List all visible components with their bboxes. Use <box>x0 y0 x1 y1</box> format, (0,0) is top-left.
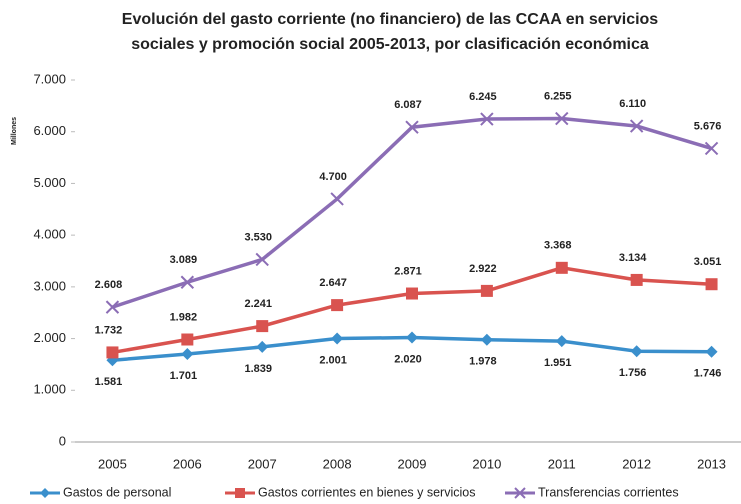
data-label: 1.978 <box>469 356 497 368</box>
data-point <box>630 345 643 358</box>
data-point <box>331 299 344 312</box>
data-point <box>406 331 418 344</box>
data-label: 6.255 <box>544 90 572 102</box>
data-label: 2.647 <box>319 277 347 289</box>
data-point <box>555 261 568 274</box>
y-axis-label: Millones <box>11 117 18 145</box>
data-label: 1.581 <box>95 376 123 388</box>
data-label: 2.871 <box>394 265 422 277</box>
data-point <box>555 335 568 348</box>
data-label: 3.089 <box>170 254 198 266</box>
data-point <box>555 111 569 126</box>
x-tick-label: 2011 <box>548 456 576 471</box>
data-label: 6.245 <box>469 91 497 103</box>
data-label: 2.241 <box>244 298 272 310</box>
data-point <box>330 192 344 206</box>
data-label: 4.700 <box>319 171 347 183</box>
data-label: 6.110 <box>619 98 646 110</box>
data-label: 6.087 <box>394 99 422 111</box>
data-point <box>405 120 419 134</box>
data-label: 1.732 <box>95 324 123 336</box>
data-label: 1.951 <box>544 357 572 369</box>
y-tick-label: 6.000 <box>33 123 66 138</box>
data-label: 1.701 <box>170 370 198 382</box>
x-tick-label: 2013 <box>697 456 726 471</box>
data-point <box>705 345 718 358</box>
data-label: 1.756 <box>619 367 647 379</box>
data-point <box>705 278 718 291</box>
x-tick-label: 2006 <box>173 456 202 471</box>
data-label: 1.839 <box>244 363 272 375</box>
y-tick-label: 1.000 <box>33 382 66 397</box>
data-label: 2.922 <box>469 263 497 275</box>
data-label: 5.676 <box>694 120 722 132</box>
legend-label: Gastos de personal <box>63 485 171 499</box>
x-tick-label: 2009 <box>398 456 427 471</box>
x-tick-label: 2012 <box>622 456 651 471</box>
data-label: 3.530 <box>244 231 272 243</box>
y-tick-label: 3.000 <box>33 278 66 293</box>
legend-marker <box>514 487 526 499</box>
data-label: 3.368 <box>544 240 572 252</box>
chart-title: sociales y promoción social 2005-2013, p… <box>131 36 649 53</box>
data-point <box>406 287 418 300</box>
x-tick-label: 2007 <box>248 456 277 471</box>
data-label: 2.608 <box>95 279 123 291</box>
y-tick-label: 2.000 <box>33 330 66 345</box>
y-tick-label: 7.000 <box>33 71 66 86</box>
legend-marker <box>40 488 50 498</box>
data-point <box>629 119 644 133</box>
y-tick-label: 5.000 <box>33 175 66 190</box>
data-label: 3.134 <box>619 252 647 264</box>
legend-label: Transferencias corrientes <box>538 485 679 499</box>
data-point <box>630 273 643 286</box>
x-tick-label: 2005 <box>98 456 127 471</box>
y-tick-label: 4.000 <box>33 227 66 242</box>
data-point <box>704 141 719 156</box>
data-point <box>331 332 344 345</box>
data-label: 3.051 <box>694 256 722 268</box>
data-label: 1.982 <box>170 311 198 323</box>
x-tick-label: 2008 <box>323 456 352 471</box>
data-point <box>255 252 269 267</box>
data-point <box>181 348 194 361</box>
legend-marker <box>235 488 245 498</box>
data-label: 2.001 <box>319 354 347 366</box>
data-point <box>180 275 195 289</box>
chart-title: Evolución del gasto corriente (no financ… <box>122 11 659 28</box>
data-point <box>106 346 119 359</box>
data-point <box>480 333 493 346</box>
data-point <box>256 340 269 353</box>
data-point <box>256 320 269 333</box>
data-point <box>480 284 493 297</box>
data-point <box>480 112 494 126</box>
data-label: 1.746 <box>694 368 722 380</box>
y-tick-label: 0 <box>59 433 66 448</box>
data-label: 2.020 <box>394 353 422 365</box>
x-tick-label: 2010 <box>472 456 501 471</box>
data-point <box>181 333 194 346</box>
data-point <box>105 300 120 314</box>
legend-label: Gastos corrientes en bienes y servicios <box>258 485 475 499</box>
